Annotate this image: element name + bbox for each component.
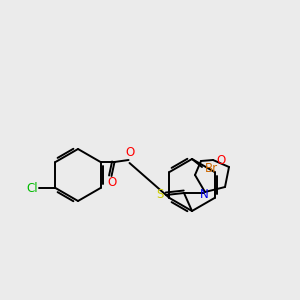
Text: O: O	[125, 146, 134, 160]
Text: O: O	[107, 176, 116, 190]
Text: Cl: Cl	[27, 182, 38, 194]
Text: S: S	[156, 188, 164, 202]
Text: Br: Br	[204, 161, 218, 175]
Text: O: O	[216, 154, 226, 166]
Text: N: N	[200, 188, 208, 200]
